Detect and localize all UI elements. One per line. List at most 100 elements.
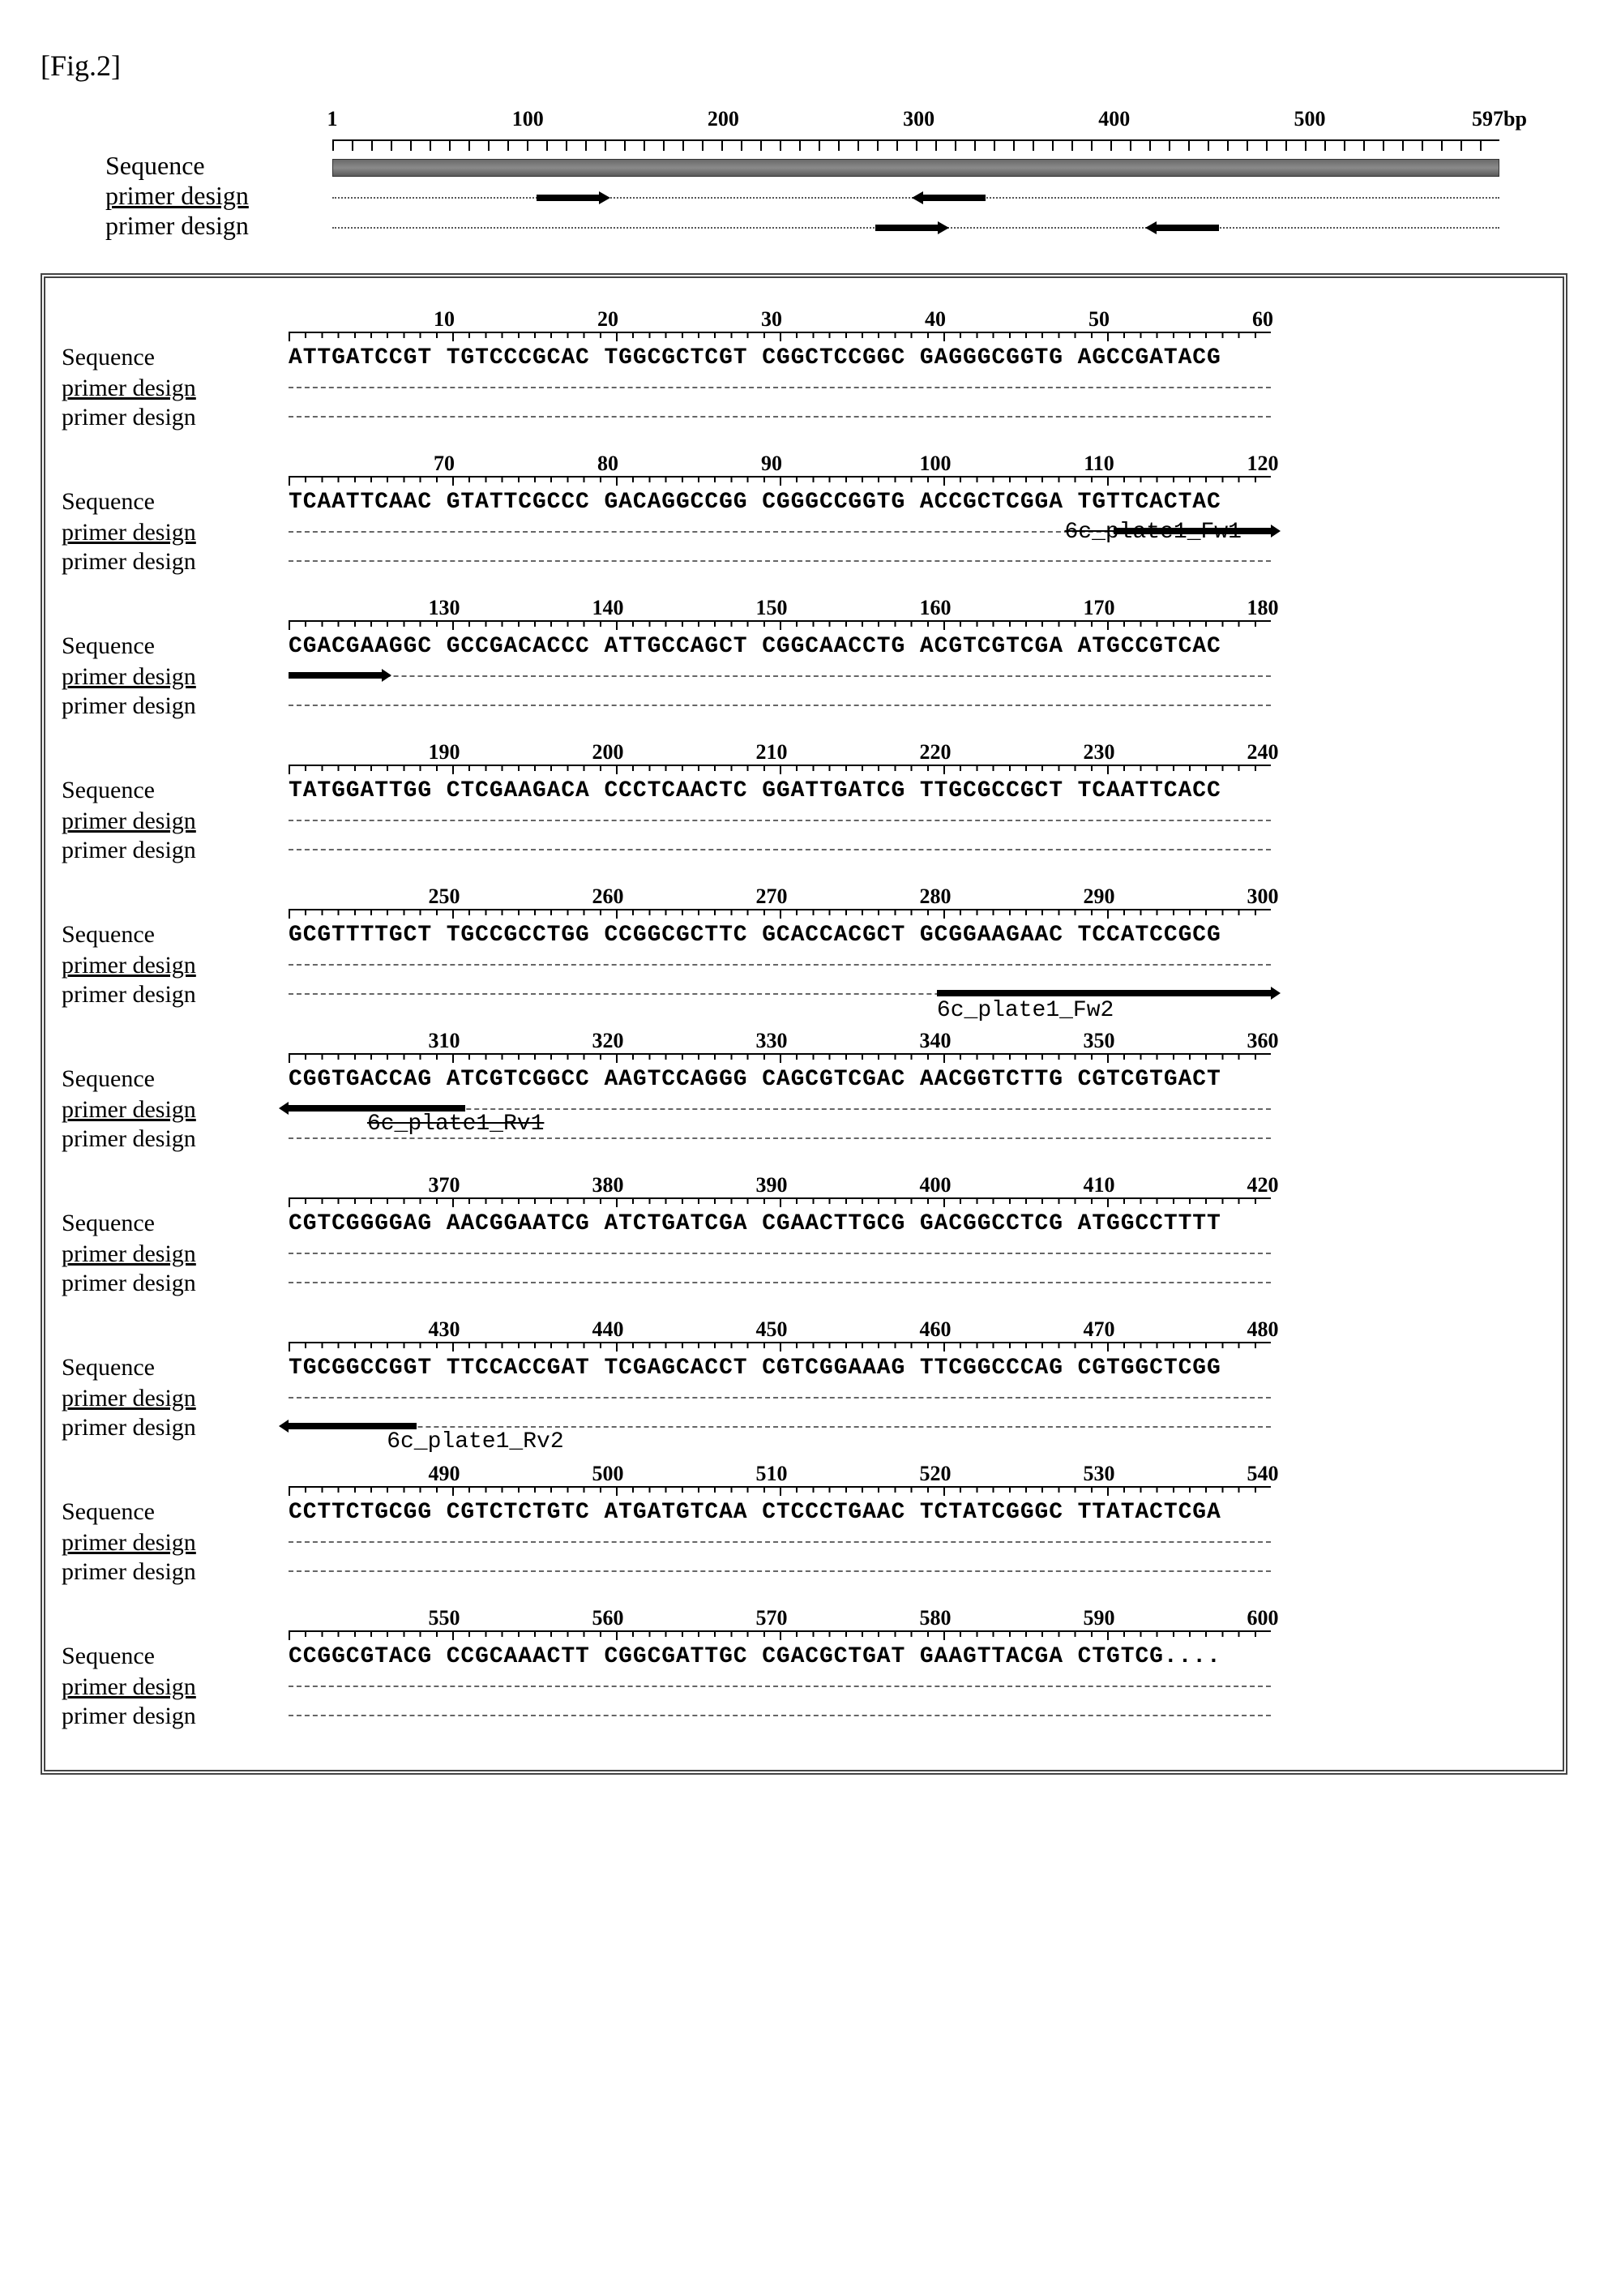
- detail-panel: 102030405060SequenceATTGATCCGT TGTCCCGCA…: [41, 273, 1567, 1775]
- position-number: 250: [429, 885, 460, 909]
- position-number: 120: [1247, 452, 1279, 476]
- position-number: 310: [429, 1029, 460, 1053]
- position-ruler: [289, 1053, 1271, 1063]
- position-number: 410: [1084, 1173, 1115, 1197]
- position-number: 290: [1084, 885, 1115, 909]
- position-number: 520: [920, 1462, 952, 1486]
- sequence-text: GCGTTTTGCT TGCCGCCTGG CCGGCGCTTC GCACCAC…: [289, 923, 1530, 948]
- design-track: [289, 1705, 1271, 1728]
- position-number: 260: [592, 885, 624, 909]
- scale-tick: 100: [512, 107, 544, 131]
- position-number: 370: [429, 1173, 460, 1197]
- primer-name-label: 6c_plate1_Fw1: [1064, 520, 1241, 545]
- position-number: 50: [1088, 307, 1110, 332]
- design-track: [289, 695, 1271, 718]
- sequence-block: 708090100110120SequenceTCAATTCAAC GTATTC…: [62, 447, 1530, 576]
- scale-tick: 300: [903, 107, 934, 131]
- primer-arrow: [1155, 222, 1219, 233]
- position-number: 450: [756, 1317, 788, 1342]
- position-ruler: [289, 1630, 1271, 1640]
- position-number: 220: [920, 740, 952, 765]
- primer-design-label: primer design: [62, 1414, 289, 1441]
- primer-design-label: primer design: [62, 981, 289, 1009]
- scale-tick: 597bp: [1472, 107, 1527, 131]
- design-track: [289, 1128, 1271, 1150]
- position-number: 400: [920, 1173, 952, 1197]
- position-number: 460: [920, 1317, 952, 1342]
- position-number: 80: [597, 452, 618, 476]
- design-track: [289, 1243, 1271, 1266]
- sequence-text: TGCGGCCGGT TTCCACCGAT TCGAGCACCT CGTCGGA…: [289, 1356, 1530, 1381]
- primer-design-label: primer design: [62, 1125, 289, 1153]
- design-track: [289, 810, 1271, 833]
- position-number: 600: [1247, 1606, 1279, 1630]
- position-number: 480: [1247, 1317, 1279, 1342]
- design-track: [289, 839, 1271, 862]
- sequence-label: Sequence: [62, 921, 289, 949]
- position-number: 330: [756, 1029, 788, 1053]
- sequence-block: 190200210220230240SequenceTATGGATTGG CTC…: [62, 735, 1530, 865]
- sequence-block: 370380390400410420SequenceCGTCGGGGAG AAC…: [62, 1168, 1530, 1298]
- primer-design-label: primer design: [62, 1558, 289, 1586]
- position-number: 200: [592, 740, 624, 765]
- position-number: 210: [756, 740, 788, 765]
- position-ruler: [289, 765, 1271, 774]
- design-track: [289, 1561, 1271, 1583]
- design-track: [289, 377, 1271, 400]
- design-track: [289, 1531, 1271, 1554]
- primer-arrow: [289, 669, 382, 682]
- primer-arrow: [537, 192, 601, 203]
- position-number: 380: [592, 1173, 624, 1197]
- position-number: 360: [1247, 1029, 1279, 1053]
- position-number: 340: [920, 1029, 952, 1053]
- position-ruler: [289, 909, 1271, 919]
- position-number: 390: [756, 1173, 788, 1197]
- sequence-text: CCTTCTGCGG CGTCTCTGTC ATGATGTCAA CTCCCTG…: [289, 1500, 1530, 1525]
- position-ruler: [289, 1486, 1271, 1496]
- sequence-block: 102030405060SequenceATTGATCCGT TGTCCCGCA…: [62, 302, 1530, 432]
- position-number: 230: [1084, 740, 1115, 765]
- position-number: 180: [1247, 596, 1279, 620]
- position-number: 570: [756, 1606, 788, 1630]
- primer-name-label: 6c_plate1_Fw2: [937, 998, 1114, 1023]
- scale-tick: 400: [1098, 107, 1130, 131]
- position-number: 300: [1247, 885, 1279, 909]
- position-number: 20: [597, 307, 618, 332]
- sequence-label: Sequence: [62, 1643, 289, 1670]
- overview-track-1: [332, 189, 1499, 208]
- primer-design-label: primer design: [62, 404, 289, 431]
- primer-design-label: primer design: [62, 837, 289, 864]
- position-ruler: [289, 1197, 1271, 1207]
- position-number: 150: [756, 596, 788, 620]
- primer-design-label: primer design: [62, 375, 289, 402]
- sequence-text: CGGTGACCAG ATCGTCGGCC AAGTCCAGGG CAGCGTC…: [289, 1067, 1530, 1092]
- sequence-block: 550560570580590600SequenceCCGGCGTACG CCG…: [62, 1601, 1530, 1731]
- overview-scale: 1100200300400500597bp: [332, 107, 1499, 139]
- sequence-label: Sequence: [62, 488, 289, 516]
- design-track: 6c_plate1_Rv2: [289, 1416, 1271, 1439]
- position-number: 320: [592, 1029, 624, 1053]
- position-number: 10: [434, 307, 455, 332]
- position-number: 170: [1084, 596, 1115, 620]
- position-number: 160: [920, 596, 952, 620]
- position-number: 490: [429, 1462, 460, 1486]
- sequence-label: Sequence: [62, 1354, 289, 1381]
- primer-design-label: primer design: [62, 1270, 289, 1297]
- overview-track-2: [332, 219, 1499, 238]
- sequence-label: Sequence: [62, 632, 289, 660]
- position-number: 510: [756, 1462, 788, 1486]
- position-ruler: [289, 332, 1271, 341]
- position-number: 40: [925, 307, 946, 332]
- sequence-text: CCGGCGTACG CCGCAAACTT CGGCGATTGC CGACGCT…: [289, 1644, 1530, 1669]
- primer-design-label: primer design: [62, 519, 289, 546]
- position-number: 70: [434, 452, 455, 476]
- sequence-label: Sequence: [62, 777, 289, 804]
- position-number: 30: [761, 307, 782, 332]
- position-number: 470: [1084, 1317, 1115, 1342]
- sequence-block: 310320330340350360SequenceCGGTGACCAG ATC…: [62, 1024, 1530, 1154]
- figure-label: [Fig.2]: [41, 49, 1567, 83]
- position-number: 530: [1084, 1462, 1115, 1486]
- primer-design-label: primer design: [62, 1673, 289, 1701]
- position-ruler: [289, 476, 1271, 486]
- primer-design-label: primer design: [62, 1385, 289, 1412]
